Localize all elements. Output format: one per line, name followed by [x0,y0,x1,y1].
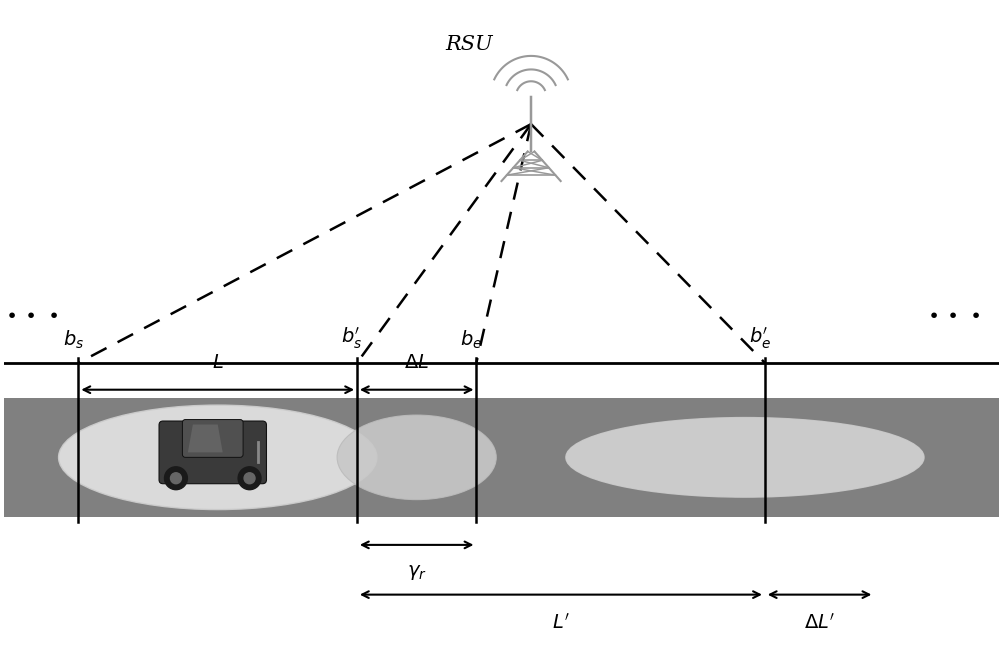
Text: $\bullet\,\bullet\,\bullet$: $\bullet\,\bullet\,\bullet$ [927,304,980,323]
Text: $\Delta L$: $\Delta L$ [404,354,429,372]
Circle shape [165,467,187,490]
Text: $L'$: $L'$ [552,613,570,633]
Polygon shape [188,425,223,452]
Circle shape [170,473,181,484]
Text: $\gamma_r$: $\gamma_r$ [407,563,427,582]
Ellipse shape [59,405,377,510]
Text: $\bullet\,\bullet\,\bullet$: $\bullet\,\bullet\,\bullet$ [5,304,58,323]
Ellipse shape [337,415,496,500]
Text: $L$: $L$ [212,354,224,372]
Text: RSU: RSU [446,35,493,55]
Text: $b_s'$: $b_s'$ [341,325,363,351]
Bar [4,397,999,517]
FancyBboxPatch shape [159,421,266,484]
Text: $b_e$: $b_e$ [460,329,482,351]
Text: $b_e'$: $b_e'$ [749,325,771,351]
Text: $b_s$: $b_s$ [63,329,84,351]
Text: $\Delta L'$: $\Delta L'$ [804,613,835,633]
Ellipse shape [566,418,924,497]
Circle shape [244,473,255,484]
Circle shape [238,467,261,490]
FancyBboxPatch shape [182,420,243,458]
